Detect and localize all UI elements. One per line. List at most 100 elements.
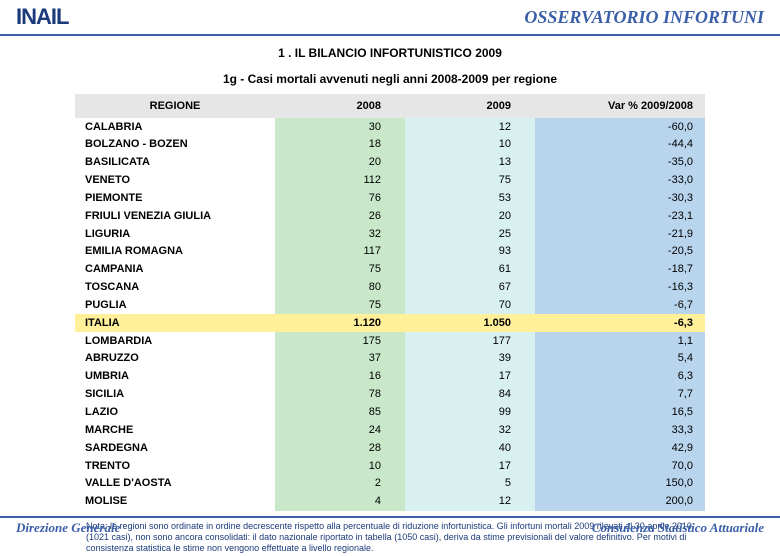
table-row: LOMBARDIA1751771,1 [75, 332, 705, 350]
table-row: EMILIA ROMAGNA11793-20,5 [75, 243, 705, 261]
cell-2009: 13 [405, 154, 535, 172]
cell-region: EMILIA ROMAGNA [75, 243, 275, 261]
cell-2008: 16 [275, 368, 405, 386]
cell-2008: 112 [275, 172, 405, 190]
table-row: TRENTO101770,0 [75, 457, 705, 475]
table-header-row: REGIONE 2008 2009 Var % 2009/2008 [75, 94, 705, 118]
header-title-right: OSSERVATORIO INFORTUNI [524, 7, 764, 28]
cell-2008: 80 [275, 279, 405, 297]
cell-var: 70,0 [535, 457, 705, 475]
cell-2009: 17 [405, 457, 535, 475]
table-row: LAZIO859916,5 [75, 404, 705, 422]
cell-region: VENETO [75, 172, 275, 190]
cell-2009: 39 [405, 350, 535, 368]
cell-var: 200,0 [535, 493, 705, 511]
cell-2009: 61 [405, 261, 535, 279]
cell-2008: 28 [275, 439, 405, 457]
table-row: UMBRIA16176,3 [75, 368, 705, 386]
cell-var: 16,5 [535, 404, 705, 422]
data-table-wrap: REGIONE 2008 2009 Var % 2009/2008 CALABR… [75, 94, 705, 511]
page-title: 1 . IL BILANCIO INFORTUNISTICO 2009 [0, 46, 780, 60]
cell-2009: 53 [405, 189, 535, 207]
cell-var: -20,5 [535, 243, 705, 261]
header-bar: INAIL OSSERVATORIO INFORTUNI [0, 0, 780, 36]
cell-var: -33,0 [535, 172, 705, 190]
cell-2008: 2 [275, 475, 405, 493]
table-row: ABRUZZO37395,4 [75, 350, 705, 368]
cell-region: LAZIO [75, 404, 275, 422]
table-row: MOLISE412200,0 [75, 493, 705, 511]
cell-region: TRENTO [75, 457, 275, 475]
cell-2009: 12 [405, 118, 535, 136]
cell-region: TOSCANA [75, 279, 275, 297]
cell-region: PIEMONTE [75, 189, 275, 207]
cell-2008: 37 [275, 350, 405, 368]
cell-2008: 24 [275, 421, 405, 439]
cell-2009: 99 [405, 404, 535, 422]
cell-var: -6,7 [535, 296, 705, 314]
cell-var: 6,3 [535, 368, 705, 386]
cell-2009: 67 [405, 279, 535, 297]
cell-2009: 10 [405, 136, 535, 154]
cell-2009: 12 [405, 493, 535, 511]
col-header-var: Var % 2009/2008 [535, 94, 705, 118]
col-header-2009: 2009 [405, 94, 535, 118]
cell-var: 1,1 [535, 332, 705, 350]
table-row: TOSCANA8067-16,3 [75, 279, 705, 297]
table-row: BOLZANO - BOZEN1810-44,4 [75, 136, 705, 154]
cell-var: -30,3 [535, 189, 705, 207]
cell-region: PUGLIA [75, 296, 275, 314]
cell-2008: 20 [275, 154, 405, 172]
cell-2009: 70 [405, 296, 535, 314]
page-subtitle: 1g - Casi mortali avvenuti negli anni 20… [0, 72, 780, 86]
table-row: BASILICATA2013-35,0 [75, 154, 705, 172]
cell-var: -6,3 [535, 314, 705, 332]
cell-2009: 40 [405, 439, 535, 457]
cell-2008: 4 [275, 493, 405, 511]
table-row: FRIULI VENEZIA GIULIA2620-23,1 [75, 207, 705, 225]
cell-var: -21,9 [535, 225, 705, 243]
cell-2009: 177 [405, 332, 535, 350]
cell-2009: 20 [405, 207, 535, 225]
logo: INAIL [16, 4, 68, 30]
table-row: VALLE D'AOSTA25150,0 [75, 475, 705, 493]
table-row: MARCHE243233,3 [75, 421, 705, 439]
cell-2008: 30 [275, 118, 405, 136]
cell-region: MARCHE [75, 421, 275, 439]
cell-var: -44,4 [535, 136, 705, 154]
cell-2008: 75 [275, 296, 405, 314]
table-row: LIGURIA3225-21,9 [75, 225, 705, 243]
cell-2009: 84 [405, 386, 535, 404]
table-row: CAMPANIA7561-18,7 [75, 261, 705, 279]
cell-var: -23,1 [535, 207, 705, 225]
cell-var: -18,7 [535, 261, 705, 279]
cell-region: LOMBARDIA [75, 332, 275, 350]
cell-var: -16,3 [535, 279, 705, 297]
footer-left: Direzione Generale [16, 520, 120, 536]
cell-2008: 18 [275, 136, 405, 154]
cell-2008: 117 [275, 243, 405, 261]
cell-region: ABRUZZO [75, 350, 275, 368]
cell-2008: 76 [275, 189, 405, 207]
cell-2008: 75 [275, 261, 405, 279]
footer-right: Consulenza Statistico Attuariale [592, 520, 764, 536]
cell-var: -60,0 [535, 118, 705, 136]
cell-var: 5,4 [535, 350, 705, 368]
cell-var: 7,7 [535, 386, 705, 404]
cell-region: VALLE D'AOSTA [75, 475, 275, 493]
cell-region: BASILICATA [75, 154, 275, 172]
cell-var: 33,3 [535, 421, 705, 439]
cell-region: FRIULI VENEZIA GIULIA [75, 207, 275, 225]
table-row: CALABRIA3012-60,0 [75, 118, 705, 136]
cell-region: BOLZANO - BOZEN [75, 136, 275, 154]
cell-var: -35,0 [535, 154, 705, 172]
table-row: PUGLIA7570-6,7 [75, 296, 705, 314]
cell-2009: 25 [405, 225, 535, 243]
cell-var: 42,9 [535, 439, 705, 457]
cell-2008: 26 [275, 207, 405, 225]
footer-bar: Direzione Generale Consulenza Statistico… [0, 516, 780, 540]
data-table: REGIONE 2008 2009 Var % 2009/2008 CALABR… [75, 94, 705, 511]
table-body: CALABRIA3012-60,0BOLZANO - BOZEN1810-44,… [75, 118, 705, 511]
table-row: SARDEGNA284042,9 [75, 439, 705, 457]
cell-2008: 78 [275, 386, 405, 404]
